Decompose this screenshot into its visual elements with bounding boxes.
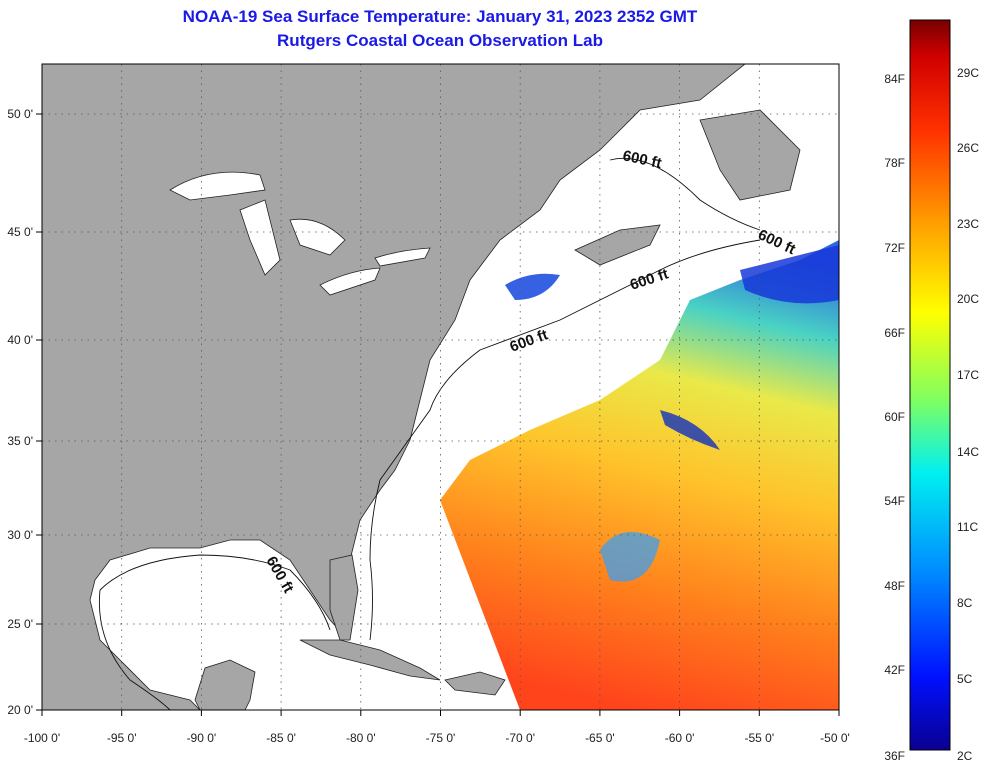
longitude-labels: -100 0' -95 0' -90 0' -85 0' -80 0' -75 … bbox=[24, 731, 850, 745]
lon-label: -65 0' bbox=[585, 731, 615, 745]
lon-label: -75 0' bbox=[426, 731, 456, 745]
gulf-maine-cold bbox=[505, 273, 560, 300]
celsius-label: 8C bbox=[957, 596, 973, 610]
fahrenheit-label: 78F bbox=[884, 156, 905, 170]
lon-label: -55 0' bbox=[744, 731, 774, 745]
celsius-label: 2C bbox=[957, 749, 973, 763]
lat-label: 35 0' bbox=[7, 434, 33, 448]
land-newfoundland bbox=[699, 109, 801, 201]
lon-label: -80 0' bbox=[346, 731, 376, 745]
lat-label: 40 0' bbox=[7, 333, 33, 347]
lon-label: -70 0' bbox=[505, 731, 535, 745]
fahrenheit-label: 54F bbox=[884, 494, 905, 508]
lon-label: -95 0' bbox=[107, 731, 137, 745]
cold-north bbox=[740, 245, 839, 304]
lon-label: -60 0' bbox=[665, 731, 695, 745]
map-subtitle: Rutgers Coastal Ocean Observation Lab bbox=[277, 31, 603, 50]
lat-label: 30 0' bbox=[7, 528, 33, 542]
cold-eddy bbox=[600, 532, 660, 582]
celsius-label: 17C bbox=[957, 368, 979, 382]
lat-label: 50 0' bbox=[7, 107, 33, 121]
axis-ticks bbox=[36, 113, 840, 716]
land-florida bbox=[329, 554, 359, 641]
colorbar-fahrenheit-labels: 84F 78F 72F 66F 60F 54F 48F 42F 36F bbox=[884, 72, 905, 763]
lat-label: 25 0' bbox=[7, 617, 33, 631]
sst-swath bbox=[440, 240, 839, 710]
land-hispaniola bbox=[444, 671, 506, 696]
great-lakes bbox=[169, 171, 431, 296]
fahrenheit-label: 72F bbox=[884, 241, 905, 255]
fahrenheit-label: 36F bbox=[884, 749, 905, 763]
lon-label: -90 0' bbox=[187, 731, 217, 745]
celsius-label: 20C bbox=[957, 292, 979, 306]
graticule bbox=[42, 64, 839, 710]
celsius-label: 5C bbox=[957, 672, 973, 686]
fahrenheit-label: 60F bbox=[884, 410, 905, 424]
celsius-label: 26C bbox=[957, 141, 979, 155]
latitude-labels: 50 0' 45 0' 40 0' 35 0' 30 0' 25 0' 20 0… bbox=[7, 107, 33, 717]
land-cuba bbox=[299, 639, 441, 681]
fahrenheit-label: 66F bbox=[884, 326, 905, 340]
fahrenheit-label: 42F bbox=[884, 663, 905, 677]
map-title: NOAA-19 Sea Surface Temperature: January… bbox=[182, 7, 698, 26]
lon-label: -50 0' bbox=[820, 731, 850, 745]
fahrenheit-label: 48F bbox=[884, 579, 905, 593]
celsius-label: 23C bbox=[957, 217, 979, 231]
colorbar-celsius-labels: 29C 26C 23C 20C 17C 14C 11C 8C 5C 2C bbox=[957, 66, 979, 763]
lon-label: -85 0' bbox=[266, 731, 296, 745]
lat-label: 45 0' bbox=[7, 225, 33, 239]
celsius-label: 11C bbox=[957, 520, 978, 534]
cold-filament bbox=[660, 410, 720, 450]
celsius-label: 14C bbox=[957, 445, 979, 459]
depth-contours bbox=[98, 157, 761, 710]
lon-label: -100 0' bbox=[24, 731, 60, 745]
lat-label: 20 0' bbox=[7, 703, 33, 717]
land-nova-scotia bbox=[574, 224, 661, 266]
land-yucatan bbox=[194, 659, 256, 710]
colorbar bbox=[909, 19, 951, 751]
fahrenheit-label: 84F bbox=[884, 72, 905, 86]
celsius-label: 29C bbox=[957, 66, 979, 80]
